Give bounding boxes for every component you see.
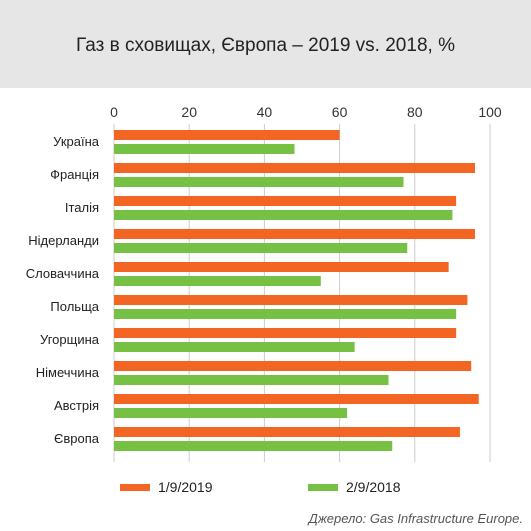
x-tick-label: 100 [478,104,502,120]
bar [114,408,348,418]
bar [114,361,472,371]
x-tick-label: 60 [332,104,348,120]
bar [114,328,457,338]
category-label: Угорщина [40,332,100,347]
title-band [0,0,531,88]
category-label: Австрія [54,398,99,413]
legend-swatch [308,484,338,491]
bar [114,229,475,239]
legend-label: 2/9/2018 [346,479,401,495]
legend-swatch [120,484,150,491]
x-tick-label: 0 [110,104,118,120]
x-tick-label: 80 [407,104,423,120]
bar [114,210,453,220]
bar [114,262,449,272]
bar [114,427,460,437]
bar [114,144,295,154]
source-note: Джерело: Gas Infrastructure Europe. [308,511,523,526]
category-label: Словаччина [26,266,100,281]
category-label: Франція [50,167,99,182]
legend-label: 1/9/2019 [158,479,213,495]
bar [114,163,475,173]
x-tick-label: 20 [181,104,197,120]
bar [114,276,321,286]
category-label: Польща [50,299,99,314]
x-tick-label: 40 [257,104,273,120]
bar [114,394,479,404]
bar [114,441,393,451]
category-label: Нідерланди [28,233,99,248]
bar [114,309,457,319]
bar [114,342,355,352]
bar-chart: 0 20 40 60 80 100 Україна Франція Італія Нідерлан… [26,104,502,495]
category-label: Німеччина [36,365,100,380]
bar [114,196,457,206]
category-label: Україна [53,134,100,149]
bar [114,130,340,140]
category-label: Європа [54,431,100,446]
bar [114,295,468,305]
category-label: Італія [65,200,99,215]
bar [114,243,408,253]
chart-title: Газ в сховищах, Європа – 2019 vs. 2018, … [76,35,455,56]
bar [114,177,404,187]
bar [114,375,389,385]
